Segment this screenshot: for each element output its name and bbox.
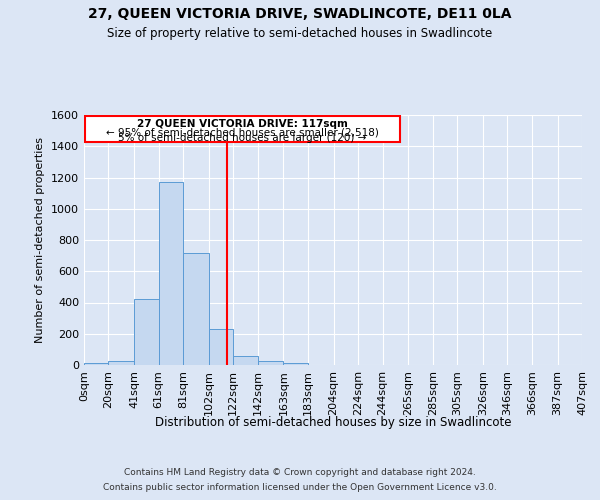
Text: Contains public sector information licensed under the Open Government Licence v3: Contains public sector information licen… — [103, 483, 497, 492]
Bar — [183, 254, 209, 365]
Bar — [233, 356, 258, 365]
Text: Distribution of semi-detached houses by size in Swadlincote: Distribution of semi-detached houses by … — [155, 416, 511, 429]
Bar — [283, 364, 308, 365]
Bar — [209, 329, 233, 365]
Bar — [134, 300, 158, 365]
Text: 27 QUEEN VICTORIA DRIVE: 117sqm: 27 QUEEN VICTORIA DRIVE: 117sqm — [137, 119, 348, 129]
Text: Size of property relative to semi-detached houses in Swadlincote: Size of property relative to semi-detach… — [107, 28, 493, 40]
FancyBboxPatch shape — [85, 116, 400, 142]
Bar — [84, 364, 109, 365]
Bar — [109, 361, 134, 365]
Text: ← 95% of semi-detached houses are smaller (2,518): ← 95% of semi-detached houses are smalle… — [106, 127, 379, 137]
Text: 5% of semi-detached houses are larger (120) →: 5% of semi-detached houses are larger (1… — [118, 134, 367, 143]
Text: 27, QUEEN VICTORIA DRIVE, SWADLINCOTE, DE11 0LA: 27, QUEEN VICTORIA DRIVE, SWADLINCOTE, D… — [88, 8, 512, 22]
Bar — [158, 182, 183, 365]
Y-axis label: Number of semi-detached properties: Number of semi-detached properties — [35, 137, 46, 343]
Bar — [258, 360, 283, 365]
Text: Contains HM Land Registry data © Crown copyright and database right 2024.: Contains HM Land Registry data © Crown c… — [124, 468, 476, 477]
